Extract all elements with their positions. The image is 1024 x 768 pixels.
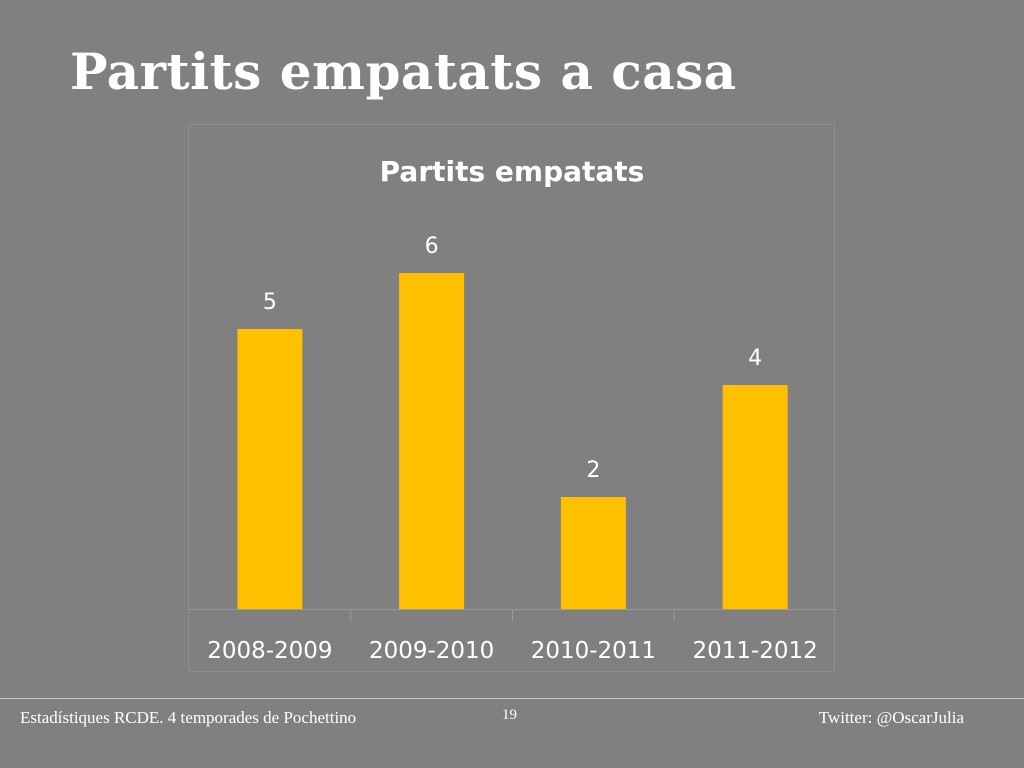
page-number: 19	[502, 707, 517, 723]
footer-divider	[0, 698, 1024, 699]
x-tick-label-2008-2009: 2008-2009	[207, 638, 332, 664]
bar-2011-2012	[722, 385, 788, 609]
slide-title: Partits empatats a casa	[70, 42, 737, 101]
chart-area: Partits empatats 5 6 2 4 2008-2009 2009-2010…	[188, 124, 836, 672]
bar-2010-2011	[560, 497, 626, 609]
bar-chart: Partits empatats 5 6 2 4 2008-2009 2009-2010…	[189, 155, 836, 664]
x-axis-ticks: 2008-2009 2009-2010 2010-2011 2011-2012	[207, 609, 818, 664]
bar-2008-2009	[237, 329, 303, 609]
x-tick-label-2011-2012: 2011-2012	[692, 638, 817, 664]
footer-twitter: Twitter: @OscarJulia	[818, 708, 964, 727]
x-tick-label-2009-2010: 2009-2010	[369, 638, 494, 664]
data-label-2010-2011: 2	[586, 458, 600, 483]
footer-caption: Estadístiques RCDE. 4 temporades de Poch…	[20, 708, 357, 727]
x-tick-label-2010-2011: 2010-2011	[531, 638, 656, 664]
data-label-2008-2009: 5	[263, 290, 277, 315]
bar-2009-2010	[399, 273, 465, 609]
chart-title: Partits empatats	[380, 155, 645, 188]
data-label-2011-2012: 4	[748, 346, 762, 371]
data-label-2009-2010: 6	[425, 234, 439, 259]
bars-group: 5 6 2 4	[237, 234, 788, 609]
